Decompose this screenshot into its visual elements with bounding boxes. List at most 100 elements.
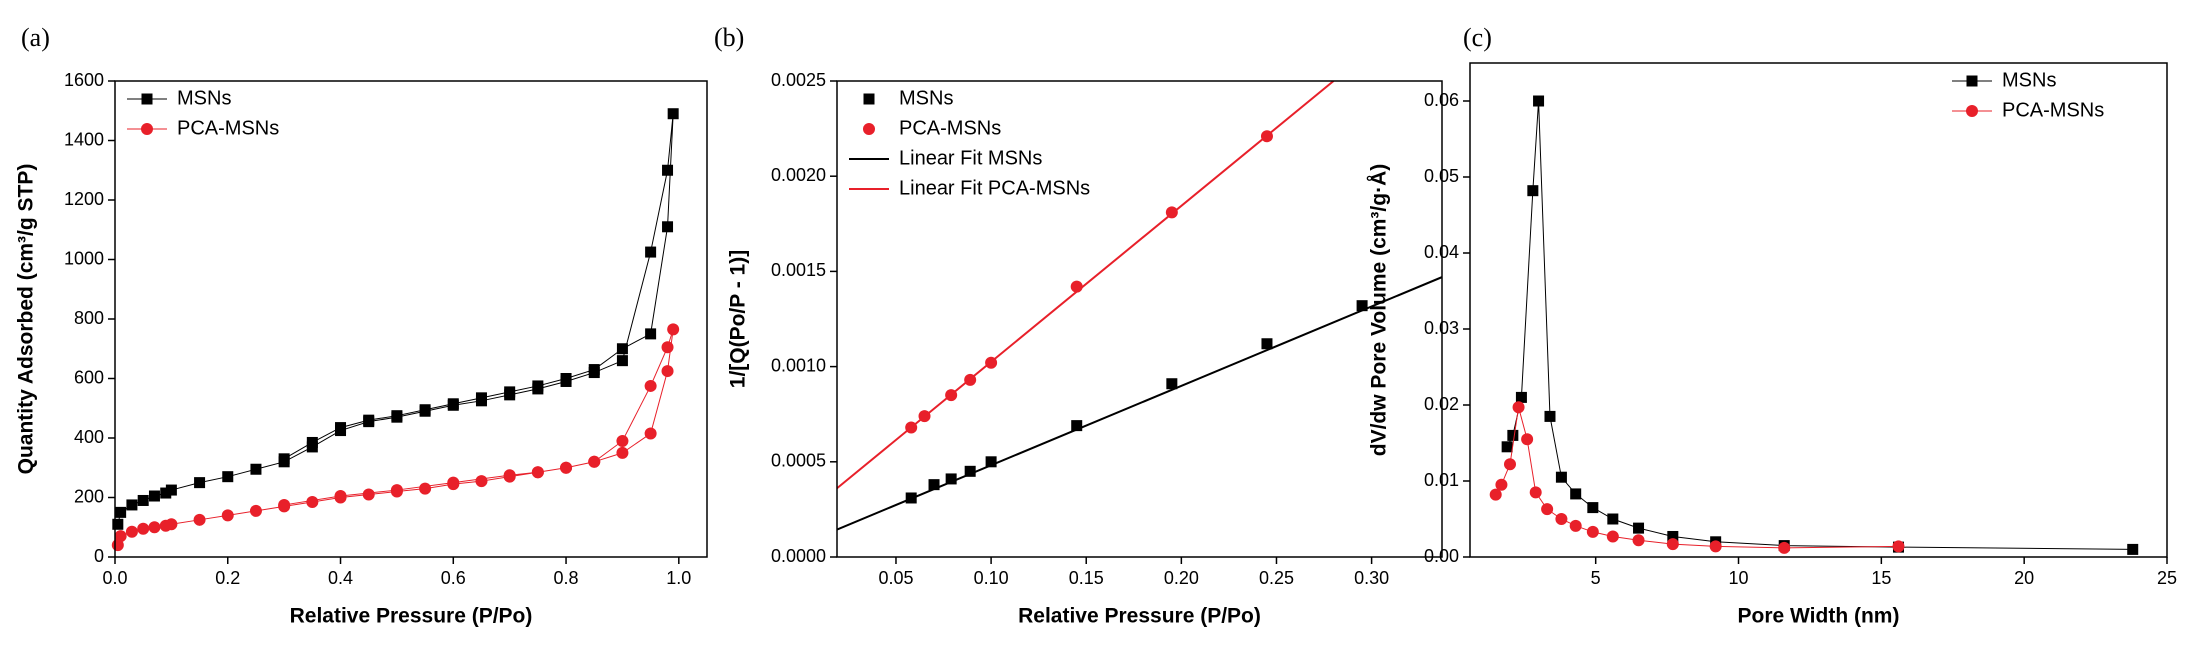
x-tick-label: 0.05: [878, 568, 913, 588]
y-axis-title: Quantity Adsorbed (cm³/g STP): [15, 164, 38, 475]
marker: [137, 522, 150, 535]
x-tick-label: 5: [1591, 568, 1601, 588]
marker: [1555, 471, 1567, 483]
marker: [419, 404, 431, 416]
marker: [616, 434, 629, 447]
marker: [560, 373, 572, 384]
marker: [1606, 530, 1619, 543]
y-tick-label: 0.0010: [771, 355, 826, 375]
marker: [645, 328, 657, 340]
marker: [1586, 525, 1599, 538]
marker: [334, 490, 347, 503]
x-tick-label: 0.4: [328, 568, 353, 588]
y-tick-label: 0.06: [1424, 90, 1459, 110]
marker: [194, 477, 206, 489]
marker: [1533, 95, 1545, 107]
marker: [1778, 541, 1791, 554]
x-axis-title: Pore Width (nm): [1738, 605, 1900, 628]
marker: [1892, 540, 1905, 553]
y-tick-label: 0.0025: [771, 70, 826, 90]
y-tick-label: 1400: [64, 129, 104, 149]
marker: [148, 490, 160, 502]
marker: [1569, 519, 1582, 532]
legend-marker: [141, 93, 153, 105]
marker: [1607, 513, 1619, 525]
y-tick-label: 0.0020: [771, 165, 826, 185]
panel-label: (b): [714, 23, 744, 52]
marker: [1521, 433, 1534, 446]
marker: [1261, 338, 1273, 350]
marker: [193, 513, 206, 526]
y-tick-label: 0.0000: [771, 546, 826, 566]
legend-label: PCA-MSNs: [177, 117, 279, 139]
series-line: [837, 276, 1442, 531]
marker: [115, 506, 127, 518]
plot-frame: [114, 80, 708, 558]
marker: [125, 525, 138, 538]
marker: [1544, 410, 1556, 422]
marker: [250, 463, 262, 475]
marker: [1512, 401, 1525, 414]
x-tick-label: 10: [1729, 568, 1749, 588]
marker: [1529, 486, 1542, 499]
legend-marker: [1966, 75, 1978, 87]
panel-label: (c): [1463, 23, 1492, 52]
marker: [249, 504, 262, 517]
marker: [661, 365, 674, 378]
series-line: [1495, 407, 1899, 549]
x-tick-label: 0.8: [554, 568, 579, 588]
marker: [661, 341, 674, 354]
y-tick-label: 0.0015: [771, 260, 826, 280]
y-tick-label: 0.03: [1424, 318, 1459, 338]
marker: [137, 494, 149, 506]
legend-label: MSNs: [2002, 69, 2056, 91]
marker: [148, 521, 161, 534]
legend-label: Linear Fit MSNs: [899, 147, 1042, 169]
y-tick-label: 1200: [64, 189, 104, 209]
marker: [335, 422, 347, 434]
legend-label: MSNs: [177, 87, 231, 109]
y-tick-label: 0.02: [1424, 394, 1459, 414]
y-tick-label: 0.05: [1424, 166, 1459, 186]
marker: [1356, 300, 1368, 312]
marker: [447, 476, 460, 489]
marker: [532, 380, 544, 392]
marker: [1501, 441, 1513, 453]
marker: [964, 465, 976, 477]
marker: [278, 498, 291, 511]
marker: [560, 461, 573, 474]
panel-label: (a): [21, 23, 50, 52]
marker: [1527, 185, 1539, 197]
y-tick-label: 1000: [64, 248, 104, 268]
marker: [475, 392, 487, 404]
marker: [278, 453, 290, 465]
marker: [531, 466, 544, 479]
marker: [306, 495, 319, 508]
marker: [1709, 540, 1722, 553]
marker: [644, 379, 657, 392]
marker: [222, 471, 234, 483]
legend-label: PCA-MSNs: [2002, 99, 2104, 121]
y-tick-label: 0.0005: [771, 451, 826, 471]
marker: [616, 355, 628, 367]
marker: [165, 518, 178, 531]
marker: [667, 108, 679, 120]
marker: [306, 436, 318, 448]
x-tick-label: 15: [1871, 568, 1891, 588]
series-line: [1506, 100, 2133, 550]
marker: [945, 473, 957, 485]
series-line: [117, 329, 674, 546]
marker: [160, 487, 172, 499]
marker: [1666, 538, 1679, 551]
y-tick-label: 0.00: [1424, 546, 1459, 566]
plot-frame: [1469, 62, 2168, 558]
marker: [1489, 488, 1502, 501]
x-axis-title: Relative Pressure (P/Po): [290, 605, 533, 628]
marker: [1587, 502, 1599, 514]
marker: [1071, 420, 1083, 432]
x-tick-label: 0.0: [102, 568, 127, 588]
x-tick-label: 0.25: [1259, 568, 1294, 588]
marker: [1633, 522, 1645, 534]
marker: [1555, 513, 1568, 525]
marker: [419, 482, 432, 495]
